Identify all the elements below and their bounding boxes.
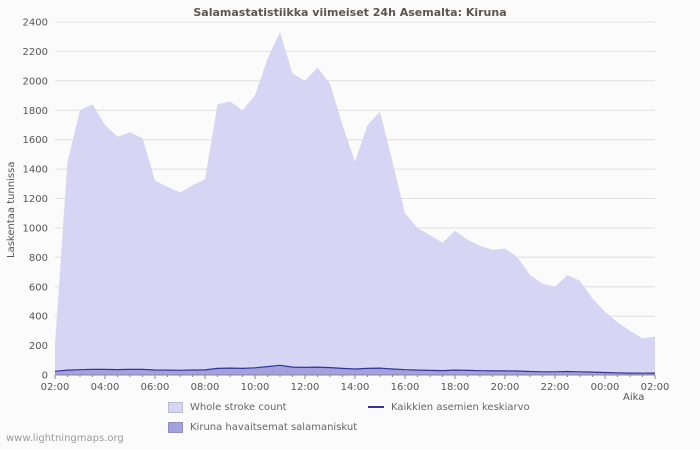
x-tick-label: 10:00 [241,382,270,393]
x-tick-label: 12:00 [291,382,320,393]
x-tick-label: 04:00 [91,382,120,393]
y-tick-label: 2400 [23,18,48,29]
line-series [54,364,656,374]
y-tick-label: 1200 [23,194,48,205]
legend-swatch-all-stations-average [368,406,384,408]
x-tick-label: 18:00 [441,382,470,393]
x-tick-label: 20:00 [491,382,520,393]
legend-label-whole-stroke-count: Whole stroke count [190,401,287,413]
x-axis-label: Aika [623,392,645,403]
x-tick-label: 08:00 [191,382,220,393]
y-tick-label: 1800 [23,106,48,117]
legend-item-kiruna-strokes: Kiruna havaitsemat salamaniskut [168,417,368,437]
legend-swatch-kiruna-strokes [168,421,183,433]
legend-label-kiruna-strokes: Kiruna havaitsemat salamaniskut [190,421,358,433]
legend-swatch-whole-stroke-count [168,401,183,413]
legend-item-whole-stroke-count: Whole stroke count [168,397,368,417]
x-tick-label: 00:00 [591,382,620,393]
area-series [55,32,655,376]
y-tick-label: 600 [29,282,48,293]
y-tick-label: 200 [29,341,48,352]
y-tick-label: 1000 [23,223,48,234]
y-tick-label: 2200 [23,47,48,58]
chart-svg: 0 200 400 600 800 1000 1200 1400 1600 1800 2000 220… [23,18,670,394]
legend-label-all-stations-average: Kaikkien asemien keskiarvo [391,401,530,413]
x-tick-label: 16:00 [391,382,420,393]
y-tick-label: 400 [29,312,48,323]
watermark-link[interactable]: www.lightningmaps.org [6,433,124,444]
y-tick-label: 2000 [23,76,48,87]
chart-title: Salamastatistiikka viimeiset 24h Asemalt… [193,6,507,19]
y-tick-label: 800 [29,253,48,264]
x-tick-label: 02:00 [41,382,70,393]
legend: Whole stroke count Kaikkien asemien kesk… [168,397,530,437]
y-tick-label: 0 [42,371,48,382]
x-tick-label: 06:00 [141,382,170,393]
y-tick-label: 1600 [23,135,48,146]
x-tick-label: 14:00 [341,382,370,393]
y-tick-label: 1400 [23,165,48,176]
x-tick-label: 22:00 [541,382,570,393]
x-tick-label: 02:00 [641,382,670,393]
area-series [55,365,655,375]
y-axis-label: Laskentaa tunnissa [6,161,17,258]
legend-item-all-stations-average: Kaikkien asemien keskiarvo [368,397,530,417]
